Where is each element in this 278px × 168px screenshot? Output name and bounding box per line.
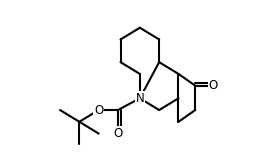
Text: N: N — [135, 92, 144, 105]
Text: O: O — [208, 79, 218, 92]
Text: O: O — [94, 103, 103, 117]
Text: O: O — [113, 127, 123, 140]
